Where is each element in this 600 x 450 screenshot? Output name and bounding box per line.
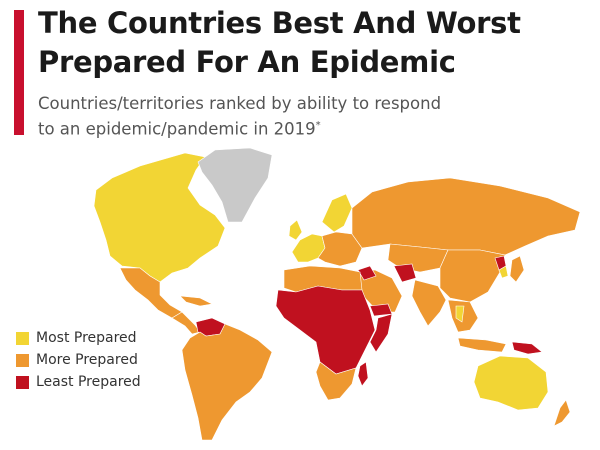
chart-subtitle: Countries/territories ranked by ability … (38, 93, 578, 141)
legend-item-least-prepared: Least Prepared (16, 371, 141, 393)
subtitle-line-1: Countries/territories ranked by ability … (38, 94, 442, 113)
chart-title: The Countries Best And Worst Prepared Fo… (38, 4, 578, 82)
region-somalia (369, 313, 393, 353)
region-syria (357, 265, 377, 281)
region-eastern-europe (317, 231, 363, 267)
legend-label-least-prepared: Least Prepared (36, 374, 141, 390)
region-scandinavia (321, 193, 353, 233)
legend-item-most-prepared: Most Prepared (16, 327, 141, 349)
accent-bar (14, 10, 24, 135)
region-southern-africa (315, 361, 357, 401)
region-russia (351, 177, 581, 256)
region-indonesia (457, 337, 507, 353)
legend-label-more-prepared: More Prepared (36, 352, 138, 368)
region-yemen (369, 303, 393, 317)
region-papua-new-guinea (511, 341, 543, 355)
region-greenland (197, 147, 273, 223)
region-australia (473, 355, 549, 411)
region-caribbean-islands (179, 295, 213, 307)
region-uk (288, 219, 303, 241)
legend-swatch-least-prepared (16, 375, 29, 389)
world-map (93, 147, 581, 441)
legend-swatch-most-prepared (16, 331, 29, 345)
footnote-marker: * (315, 120, 321, 131)
region-central-africa (275, 285, 376, 375)
region-afghanistan (393, 263, 417, 283)
region-south-korea (498, 265, 509, 279)
subtitle-line-2: to an epidemic/pandemic in 2019* (38, 115, 578, 141)
legend-label-most-prepared: Most Prepared (36, 330, 137, 346)
region-india (411, 279, 447, 327)
title-line-2: Prepared For An Epidemic (38, 45, 456, 79)
legend: Most Prepared More Prepared Least Prepar… (16, 327, 141, 393)
subtitle-line-2-text: to an epidemic/pandemic in 2019 (38, 119, 316, 139)
legend-swatch-more-prepared (16, 353, 29, 367)
title-line-1: The Countries Best And Worst (38, 6, 521, 40)
region-thailand (455, 305, 465, 323)
legend-item-more-prepared: More Prepared (16, 349, 141, 371)
region-south-america (181, 323, 273, 441)
region-north-america (93, 152, 226, 283)
region-madagascar (357, 361, 369, 387)
region-japan (509, 255, 525, 283)
region-new-zealand (553, 399, 571, 427)
region-china (439, 249, 506, 303)
region-central-america (171, 311, 201, 335)
